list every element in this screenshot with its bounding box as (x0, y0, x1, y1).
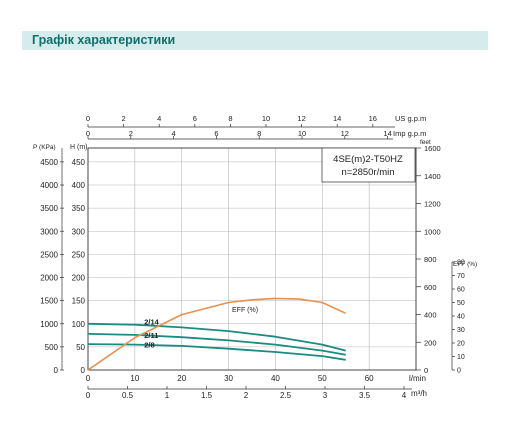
flow-lmin-tick-label: 30 (224, 374, 233, 383)
head-tick-label: 0 (81, 366, 86, 375)
pressure-tick-label: 4000 (40, 181, 58, 190)
series-label: 2/11 (144, 331, 158, 340)
flow-lmin-tick-label: 10 (130, 374, 139, 383)
pressure-tick-label: 3500 (40, 204, 58, 213)
eff-tick-label: 10 (457, 354, 465, 361)
pressure-tick-label: 0 (54, 366, 59, 375)
flow-m3h-tick-label: 2 (244, 391, 249, 400)
page-title: Графік характеристики (32, 33, 176, 47)
model-name: 4SE(m)2-T50HZ (333, 154, 403, 165)
model-box-frame (321, 147, 416, 183)
feet-tick-label: 1400 (424, 172, 441, 181)
flow-m3h-tick-label: 0 (86, 391, 91, 400)
flow-lmin-tick-label: 50 (318, 374, 327, 383)
flow-m3h-tick-label: 4 (402, 391, 407, 400)
flow-lmin-tick-label: 20 (177, 374, 186, 383)
head-tick-label: 350 (72, 204, 86, 213)
model-box: 4SE(m)2-T50HZ n=2850r/min (321, 147, 416, 183)
head-tick-label: 50 (76, 343, 85, 352)
head-tick-label: 450 (72, 158, 86, 167)
pressure-tick-label: 1500 (40, 297, 58, 306)
pressure-tick-label: 4500 (40, 158, 58, 167)
series-label: 2/14 (144, 318, 159, 327)
flow-imp-axis-label: Imp g.p.m (393, 129, 426, 138)
flow-imp-tick-label: 14 (383, 129, 391, 138)
eff-tick-label: 70 (457, 273, 465, 280)
pressure-tick-label: 500 (45, 343, 59, 352)
flow-imp-tick-label: 10 (298, 129, 306, 138)
eff-tick-label: 50 (457, 300, 465, 307)
title-banner: Графік характеристики (22, 31, 488, 50)
flow-imp-tick-label: 6 (214, 129, 218, 138)
flow-us-axis-label: US g.p.m (395, 114, 426, 123)
head-tick-label: 250 (72, 250, 86, 259)
eff-axis-label: EFF (%) (453, 261, 477, 268)
flow-us-tick-label: 16 (369, 114, 377, 123)
pressure-tick-label: 2000 (40, 274, 58, 283)
eff-tick-label: 0 (457, 368, 461, 375)
flow-m3h-tick-label: 0.5 (122, 391, 134, 400)
eff-curve (87, 297, 347, 371)
pressure-axis-label: P (KPa) (33, 144, 56, 151)
head-tick-label: 300 (72, 227, 86, 236)
flow-imp-tick-label: 12 (341, 129, 349, 138)
flow-imp-tick-label: 0 (86, 129, 90, 138)
flow-m3h-axis-label: m³/h (411, 389, 427, 398)
eff-curve-label: EFF (%) (232, 307, 258, 314)
head-tick-label: 100 (72, 320, 86, 329)
feet-axis-label: feet (420, 139, 431, 146)
pressure-tick-label: 3000 (40, 227, 58, 236)
eff-tick-label: 30 (457, 327, 465, 334)
flow-lmin-tick-label: 60 (365, 374, 374, 383)
series-label: 2/8 (144, 341, 154, 350)
pressure-tick-label: 1000 (40, 320, 58, 329)
flow-us-tick-label: 2 (122, 114, 126, 123)
feet-tick-label: 1000 (424, 227, 441, 236)
head-curve-2-11 (87, 333, 346, 356)
feet-tick-label: 600 (424, 283, 437, 292)
head-tick-label: 150 (72, 297, 86, 306)
feet-tick-label: 400 (424, 311, 437, 320)
eff-tick-label: 20 (457, 341, 465, 348)
feet-tick-label: 1600 (424, 144, 441, 153)
feet-tick-label: 1200 (424, 200, 441, 209)
flow-us-tick-label: 6 (193, 114, 197, 123)
head-curve-2-14 (87, 322, 346, 352)
flow-m3h-tick-label: 2.5 (280, 391, 292, 400)
flow-imp-tick-label: 4 (172, 129, 176, 138)
eff-tick-label: 80 (457, 260, 465, 267)
eff-tick-label: 60 (457, 287, 465, 294)
eff-tick-label: 40 (457, 314, 465, 321)
head-curve-2-8 (87, 343, 346, 361)
flow-m3h-tick-label: 1.5 (201, 391, 213, 400)
flow-us-tick-label: 10 (262, 114, 270, 123)
grid (88, 148, 416, 370)
flow-us-tick-label: 12 (297, 114, 305, 123)
feet-tick-label: 800 (424, 255, 437, 264)
head-axis-label: H (m) (70, 144, 88, 151)
flow-us-tick-label: 4 (157, 114, 161, 123)
flow-m3h-tick-label: 3.5 (359, 391, 371, 400)
flow-lmin-axis-label: l/min (409, 374, 426, 383)
flow-m3h-tick-label: 1 (165, 391, 170, 400)
series-layer: 2/14 2/112/8 EFF (%) (87, 297, 347, 371)
feet-tick-label: 200 (424, 338, 437, 347)
flow-m3h-tick-label: 3 (323, 391, 328, 400)
flow-us-tick-label: 0 (86, 114, 90, 123)
head-tick-label: 200 (72, 274, 86, 283)
head-tick-label: 400 (72, 181, 86, 190)
flow-imp-tick-label: 2 (129, 129, 133, 138)
flow-us-tick-label: 8 (228, 114, 232, 123)
flow-us-tick-label: 14 (333, 114, 341, 123)
flow-lmin-tick-label: 40 (271, 374, 280, 383)
model-speed: n=2850r/min (341, 167, 394, 178)
pressure-tick-label: 2500 (40, 250, 58, 259)
flow-lmin-tick-label: 0 (86, 374, 91, 383)
feet-tick-label: 0 (424, 366, 428, 375)
flow-imp-tick-label: 8 (257, 129, 261, 138)
